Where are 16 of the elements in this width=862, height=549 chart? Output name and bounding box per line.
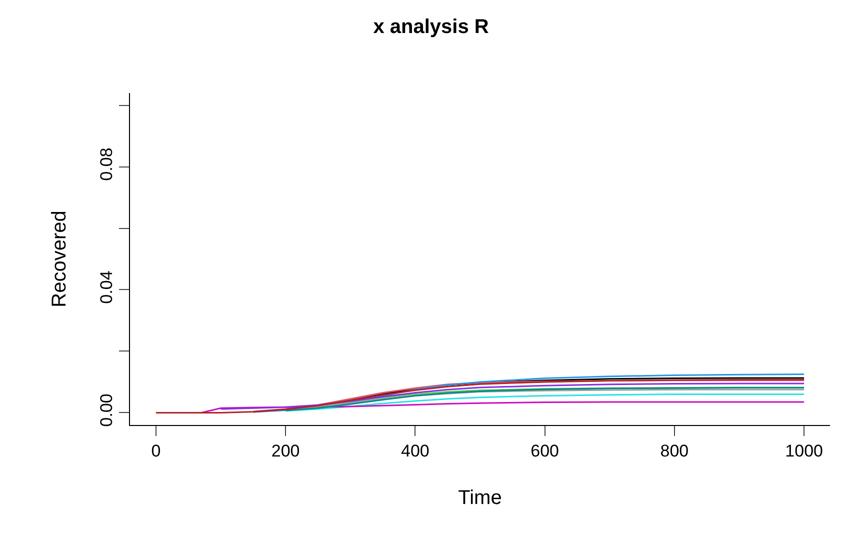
- x-axis-title: Time: [458, 486, 502, 509]
- y-tick-label: 0.08: [97, 148, 116, 181]
- x-tick-label: 200: [271, 441, 300, 460]
- x-tick-label: 400: [401, 441, 430, 460]
- line-series: [200, 401, 805, 414]
- x-tick-label: 800: [660, 441, 689, 460]
- y-tick-label: 0.00: [97, 394, 116, 427]
- x-tick-label: 0: [151, 441, 161, 460]
- line-series: [155, 379, 805, 414]
- x-tick-label: 1000: [785, 441, 823, 460]
- x-tick-label: 600: [530, 441, 559, 460]
- line-series: [220, 382, 805, 410]
- y-tick-label: 0.04: [97, 270, 116, 304]
- line-series: [284, 394, 805, 412]
- y-axis-title: Recovered: [48, 210, 71, 308]
- chart-title: x analysis R: [373, 16, 490, 38]
